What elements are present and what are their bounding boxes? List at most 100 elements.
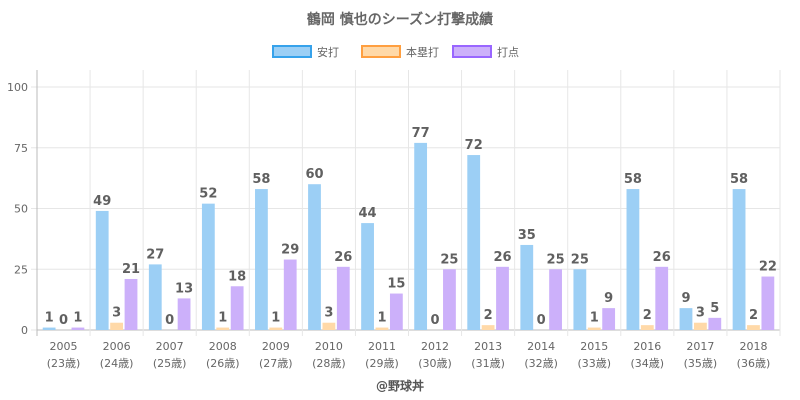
bar-2005-0[interactable] (42, 327, 56, 330)
bar-2006-2[interactable] (124, 278, 138, 330)
bar-2009-2[interactable] (283, 259, 297, 330)
xtick-sublabel-10: (33歳) (577, 357, 611, 370)
xtick-label-6: 2011 (368, 340, 396, 353)
data-labels: 1 0 14932127013521185812960326441157702572… (45, 126, 777, 328)
legend-label-1[interactable]: 本塁打 (406, 45, 439, 59)
data-label-2018-2: 22 (759, 260, 777, 275)
data-label-2017-1: 3 (696, 306, 705, 321)
bar-2011-2[interactable] (389, 293, 403, 330)
bar-2018-2[interactable] (761, 276, 775, 330)
data-label-2007-1: 0 (165, 313, 174, 328)
axes: 02550751002005(23歳)2006(24歳)2007(25歳)200… (7, 81, 770, 370)
xtick-sublabel-1: (24歳) (100, 357, 134, 370)
data-label-2008-0: 52 (199, 187, 217, 202)
bar-2014-0[interactable] (520, 244, 534, 330)
bar-2012-0[interactable] (414, 142, 428, 330)
data-label-2007-2: 13 (175, 281, 193, 296)
data-label-2010-2: 26 (334, 250, 352, 265)
legend-label-0[interactable]: 安打 (317, 45, 339, 59)
data-label-2016-1: 2 (643, 308, 652, 323)
bar-2008-1[interactable] (216, 327, 230, 330)
bar-2006-1[interactable] (110, 322, 124, 330)
data-label-2005-1: 0 (59, 313, 68, 328)
bar-2008-2[interactable] (230, 286, 244, 330)
legend-swatch-1[interactable] (361, 45, 401, 58)
data-label-2017-0: 9 (681, 291, 690, 306)
bar-2013-0[interactable] (467, 155, 481, 330)
bar-2010-0[interactable] (308, 184, 321, 330)
xtick-sublabel-5: (28歳) (312, 357, 346, 370)
bar-2009-0[interactable] (255, 189, 268, 330)
legend-swatch-0[interactable] (272, 45, 312, 58)
bar-2016-0[interactable] (626, 189, 640, 330)
bar-2011-1[interactable] (375, 327, 389, 330)
bar-2017-2[interactable] (708, 317, 722, 330)
bar-2017-1[interactable] (693, 322, 707, 330)
bar-2005-2[interactable] (71, 327, 85, 330)
xtick-label-3: 2008 (209, 340, 237, 353)
data-label-2014-0: 35 (518, 228, 536, 243)
data-label-2009-1: 1 (271, 311, 280, 326)
ytick-label-0: 0 (21, 324, 28, 337)
bar-2008-0[interactable] (201, 203, 215, 330)
data-label-2018-0: 58 (730, 172, 748, 187)
data-label-2009-2: 29 (281, 243, 299, 258)
data-label-2011-1: 1 (377, 311, 386, 326)
xtick-sublabel-13: (36歳) (737, 357, 771, 370)
bar-2013-1[interactable] (481, 325, 495, 330)
bar-2015-0[interactable] (573, 269, 587, 330)
bar-2012-2[interactable] (443, 269, 456, 330)
legend-label-2[interactable]: 打点 (497, 45, 519, 59)
bar-2009-1[interactable] (269, 327, 283, 330)
data-label-2015-0: 25 (571, 252, 589, 267)
bar-2010-1[interactable] (322, 322, 336, 330)
xtick-sublabel-8: (31歳) (471, 357, 505, 370)
bar-2015-2[interactable] (602, 308, 616, 330)
bar-2010-2[interactable] (336, 266, 350, 330)
xtick-label-5: 2010 (315, 340, 343, 353)
bar-2014-2[interactable] (549, 269, 562, 330)
bar-2007-2[interactable] (177, 298, 191, 330)
xtick-label-9: 2014 (527, 340, 555, 353)
bar-2018-0[interactable] (732, 189, 746, 330)
data-label-2014-1: 0 (537, 313, 546, 328)
bar-2011-0[interactable] (361, 223, 374, 330)
data-label-2008-1: 1 (218, 311, 227, 326)
xtick-sublabel-11: (34歳) (631, 357, 665, 370)
xtick-sublabel-7: (30歳) (418, 357, 452, 370)
bar-2017-0[interactable] (679, 308, 693, 330)
data-label-2014-2: 25 (547, 252, 565, 267)
xtick-label-10: 2015 (580, 340, 608, 353)
data-label-2012-2: 25 (440, 252, 458, 267)
xtick-label-4: 2009 (262, 340, 290, 353)
bar-2013-2[interactable] (496, 266, 509, 330)
data-label-2005-2: 1 (73, 311, 82, 326)
xtick-sublabel-12: (35歳) (684, 357, 718, 370)
chart-title: 鶴岡 慎也のシーズン打撃成績 (307, 11, 493, 28)
data-label-2006-0: 49 (93, 194, 111, 209)
xtick-label-11: 2016 (633, 340, 661, 353)
xtick-sublabel-4: (27歳) (259, 357, 293, 370)
ytick-label-3: 75 (14, 142, 28, 155)
xtick-label-12: 2017 (686, 340, 714, 353)
bar-2007-0[interactable] (148, 264, 162, 330)
xtick-label-1: 2006 (103, 340, 131, 353)
bars (42, 142, 775, 330)
data-label-2010-0: 60 (305, 167, 323, 182)
bar-2016-2[interactable] (655, 266, 669, 330)
bar-2016-1[interactable] (640, 325, 654, 330)
xtick-label-8: 2013 (474, 340, 502, 353)
bar-2015-1[interactable] (587, 327, 601, 330)
xtick-label-0: 2005 (50, 340, 78, 353)
xtick-label-7: 2012 (421, 340, 449, 353)
bar-2006-0[interactable] (95, 210, 109, 330)
grid (31, 70, 781, 336)
xtick-label-13: 2018 (739, 340, 767, 353)
data-label-2015-1: 1 (590, 311, 599, 326)
legend-swatch-2[interactable] (452, 45, 492, 58)
bar-2018-1[interactable] (747, 325, 760, 330)
data-label-2006-1: 3 (112, 306, 121, 321)
xtick-label-2: 2007 (156, 340, 184, 353)
data-label-2008-2: 18 (228, 269, 246, 284)
